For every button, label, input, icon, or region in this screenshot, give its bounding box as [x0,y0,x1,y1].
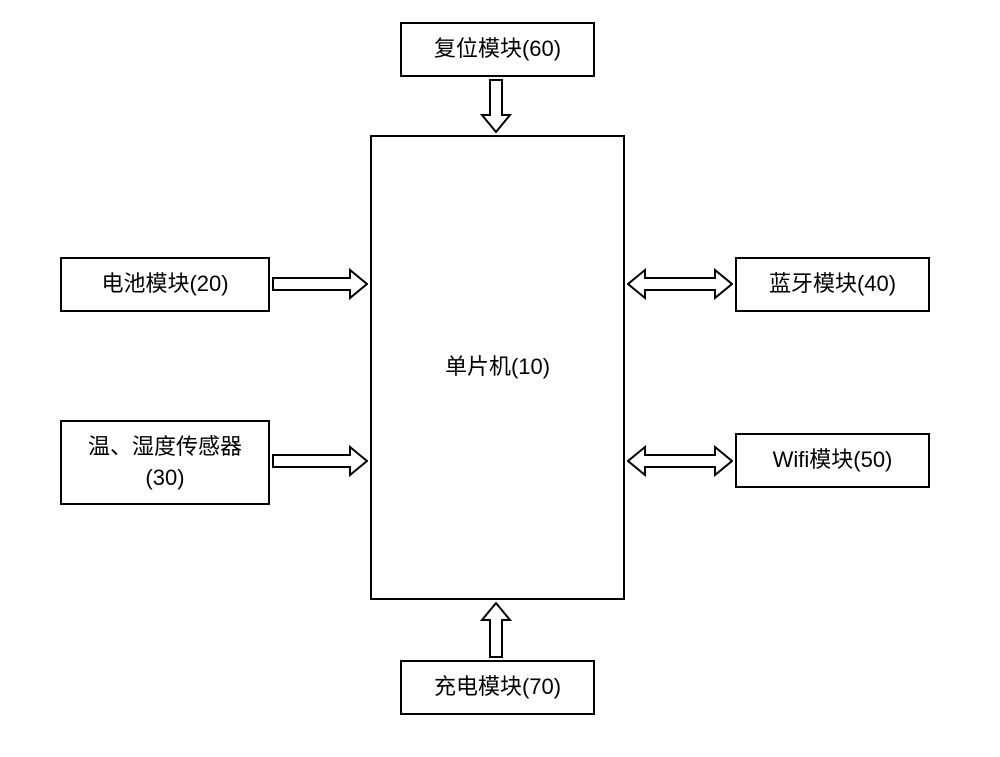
arrow-center-right2 [627,445,733,477]
block-label-right1: 蓝牙模块(40) [769,269,896,300]
arrow-left1-center [272,268,368,300]
block-label-top: 复位模块(60) [434,34,561,65]
block-left1: 电池模块(20) [60,257,270,312]
block-bottom: 充电模块(70) [400,660,595,715]
arrow-bottom-center [480,602,512,658]
block-label-left2: 温、湿度传感器 (30) [88,432,242,494]
block-left2: 温、湿度传感器 (30) [60,420,270,505]
block-right2: Wifi模块(50) [735,433,930,488]
block-center: 单片机(10) [370,135,625,600]
arrow-top-center [480,79,512,133]
arrow-left2-center [272,445,368,477]
arrow-center-right1 [627,268,733,300]
block-label-bottom: 充电模块(70) [434,672,561,703]
block-label-right2: Wifi模块(50) [773,445,893,476]
block-label-left1: 电池模块(20) [101,269,228,300]
block-right1: 蓝牙模块(40) [735,257,930,312]
block-label-center: 单片机(10) [445,352,550,383]
block-top: 复位模块(60) [400,22,595,77]
